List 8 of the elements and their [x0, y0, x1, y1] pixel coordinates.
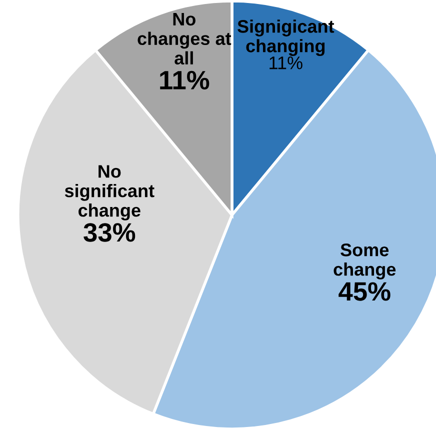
data-label: 11%: [160, 70, 210, 90]
data-label: 11%: [270, 56, 302, 70]
slice-label: Some change: [334, 244, 396, 280]
data-label: 33%: [84, 223, 136, 242]
slice-label: No changes at all: [138, 12, 232, 65]
slice-label: No significant change: [64, 165, 154, 220]
data-label: 45%: [338, 282, 390, 301]
slice-label: Signigicant changing: [238, 20, 334, 56]
